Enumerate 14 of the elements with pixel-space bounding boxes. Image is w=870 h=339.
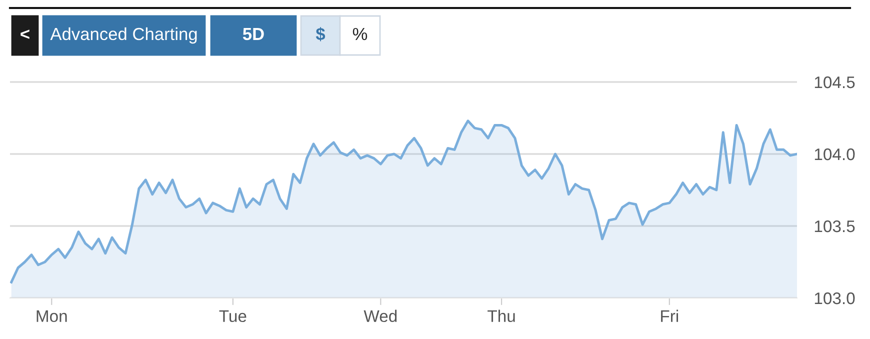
annotation: $ — [316, 27, 326, 42]
y-tick-label: 104.5 — [814, 76, 855, 88]
annotation: % — [352, 28, 368, 40]
x-tick-label: Tue — [219, 310, 246, 322]
annotation: 5D — [242, 28, 264, 40]
y-tick-label: 103.0 — [814, 292, 855, 304]
annotation: < — [20, 30, 30, 39]
x-tick-label: Fri — [661, 310, 678, 322]
x-tick-label: Mon — [36, 310, 67, 322]
y-tick-label: 104.0 — [814, 148, 855, 160]
x-tick-label: Thu — [488, 310, 515, 322]
annotation: Advanced Charting — [50, 27, 197, 44]
y-tick-label: 103.5 — [814, 220, 855, 232]
x-tick-label: Wed — [364, 310, 397, 322]
